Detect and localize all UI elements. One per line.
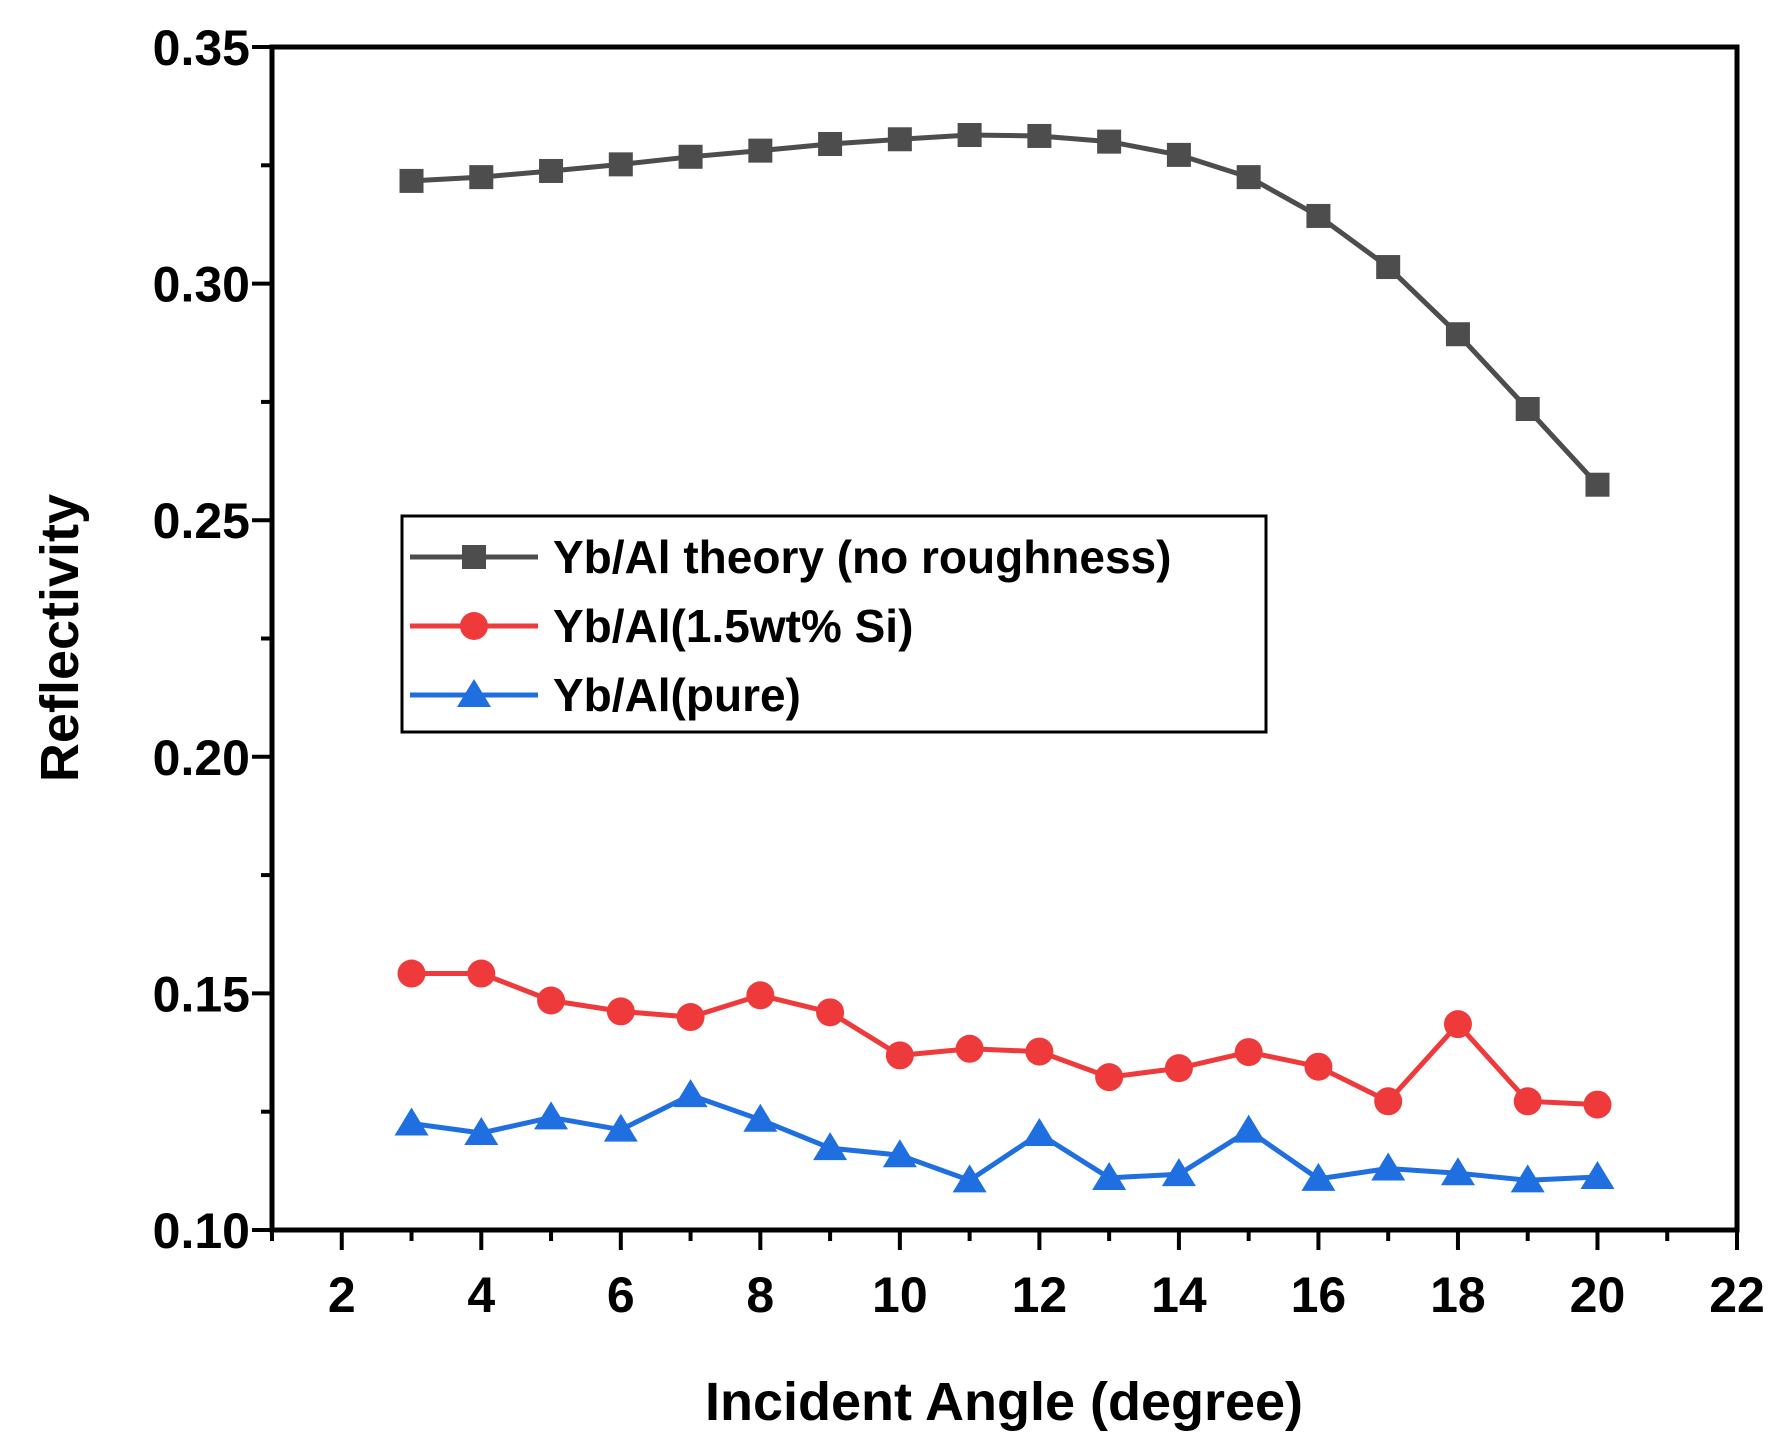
legend-entry: Yb/Al(pure) xyxy=(410,669,801,721)
axis-ticks xyxy=(252,45,1739,1250)
series-2 xyxy=(397,959,1612,1119)
data-point-square xyxy=(678,144,703,169)
x-tick-label: 4 xyxy=(467,1267,495,1323)
series-1 xyxy=(399,123,1610,497)
data-point-square xyxy=(1236,165,1261,190)
data-point-triangle xyxy=(882,1139,917,1168)
data-point-triangle xyxy=(1301,1162,1336,1191)
legend-entries: Yb/Al theory (no roughness) Yb/Al(1.5wt% … xyxy=(410,531,1171,721)
data-point-square xyxy=(1306,203,1331,228)
data-point-triangle xyxy=(813,1132,848,1161)
data-point-circle xyxy=(1304,1052,1333,1081)
legend-marker xyxy=(457,679,491,707)
data-point-triangle xyxy=(394,1107,429,1136)
legend-label: Yb/Al theory (no roughness) xyxy=(553,531,1171,583)
x-tick-label: 10 xyxy=(872,1267,928,1323)
data-point-triangle xyxy=(464,1116,499,1145)
data-point-square xyxy=(1166,142,1191,167)
y-axis-title: Reflectivity xyxy=(30,494,90,782)
x-tick-label: 22 xyxy=(1709,1267,1765,1323)
data-point-triangle xyxy=(952,1164,987,1193)
x-tick-label: 6 xyxy=(607,1267,635,1323)
data-point-circle xyxy=(606,997,635,1026)
data-point-circle xyxy=(746,981,775,1010)
y-tick-label: 0.35 xyxy=(153,20,250,76)
data-point-square xyxy=(1445,322,1470,347)
data-point-circle xyxy=(1234,1038,1263,1067)
data-point-circle xyxy=(1583,1090,1612,1119)
data-point-triangle xyxy=(1161,1158,1196,1187)
data-point-square xyxy=(1376,255,1401,280)
data-point-triangle xyxy=(1510,1164,1545,1193)
data-point-triangle xyxy=(1580,1161,1615,1190)
data-point-circle xyxy=(397,959,426,988)
data-point-circle xyxy=(1164,1054,1193,1083)
data-point-triangle xyxy=(1440,1157,1475,1186)
data-point-triangle xyxy=(1371,1152,1406,1181)
data-point-circle xyxy=(1025,1037,1054,1066)
x-tick-label: 8 xyxy=(746,1267,774,1323)
y-tick-label: 0.25 xyxy=(153,493,250,549)
legend: Yb/Al theory (no roughness) Yb/Al(1.5wt% … xyxy=(400,514,1268,734)
legend-entry: Yb/Al(1.5wt% Si) xyxy=(410,600,913,652)
data-point-square xyxy=(539,158,564,183)
x-tick-label: 18 xyxy=(1430,1267,1486,1323)
data-point-square xyxy=(748,138,773,163)
data-point-square xyxy=(1027,123,1052,148)
legend-entry: Yb/Al theory (no roughness) xyxy=(410,531,1171,583)
legend-label: Yb/Al(1.5wt% Si) xyxy=(553,600,913,652)
series-line xyxy=(411,132,1600,487)
data-point-circle xyxy=(676,1003,705,1032)
data-point-circle xyxy=(537,986,566,1015)
y-tick-label: 0.10 xyxy=(153,1203,250,1259)
data-point-square xyxy=(399,168,424,193)
data-point-square xyxy=(608,152,633,177)
tick-labels: 2 4 6 8 10 12 14 16 18 20 22 0.10 0.15 0.20 0.25 0.30 0.… xyxy=(153,20,1765,1323)
data-point-square xyxy=(1515,396,1540,421)
data-point-circle xyxy=(1513,1087,1542,1116)
series-3 xyxy=(394,1079,1615,1193)
series-layer xyxy=(394,123,1615,1193)
data-point-circle xyxy=(885,1041,914,1070)
data-point-circle xyxy=(816,998,845,1027)
data-point-triangle xyxy=(1231,1114,1266,1143)
y-tick-label: 0.30 xyxy=(153,257,250,313)
data-point-square xyxy=(469,165,494,190)
x-tick-label: 2 xyxy=(328,1267,356,1323)
legend-marker xyxy=(462,545,486,569)
data-point-circle xyxy=(1443,1010,1472,1039)
data-point-circle xyxy=(955,1034,984,1063)
legend-label: Yb/Al(pure) xyxy=(553,669,801,721)
data-point-triangle xyxy=(1022,1117,1057,1146)
data-point-square xyxy=(957,123,982,148)
x-tick-label: 20 xyxy=(1570,1267,1626,1323)
series-line xyxy=(411,971,1598,1108)
data-point-circle xyxy=(1374,1087,1403,1116)
data-point-triangle xyxy=(603,1113,638,1142)
data-point-triangle xyxy=(673,1079,708,1108)
data-point-circle xyxy=(1095,1063,1124,1092)
data-point-triangle xyxy=(743,1103,778,1132)
data-point-square xyxy=(1097,129,1122,154)
x-axis-title: Incident Angle (degree) xyxy=(705,1372,1303,1432)
x-tick-label: 12 xyxy=(1012,1267,1068,1323)
data-point-square xyxy=(1585,472,1610,497)
data-point-triangle xyxy=(534,1101,569,1130)
data-point-square xyxy=(818,132,843,157)
plot-frame xyxy=(269,44,1740,1233)
x-tick-label: 14 xyxy=(1151,1267,1207,1323)
y-tick-label: 0.20 xyxy=(153,730,250,786)
data-point-triangle xyxy=(1092,1161,1127,1190)
series-line xyxy=(411,1092,1598,1183)
legend-marker xyxy=(460,612,488,640)
data-point-circle xyxy=(467,959,496,988)
y-tick-label: 0.15 xyxy=(153,966,250,1022)
x-tick-label: 16 xyxy=(1291,1267,1347,1323)
legend-box xyxy=(400,514,1268,734)
data-point-square xyxy=(887,127,912,152)
